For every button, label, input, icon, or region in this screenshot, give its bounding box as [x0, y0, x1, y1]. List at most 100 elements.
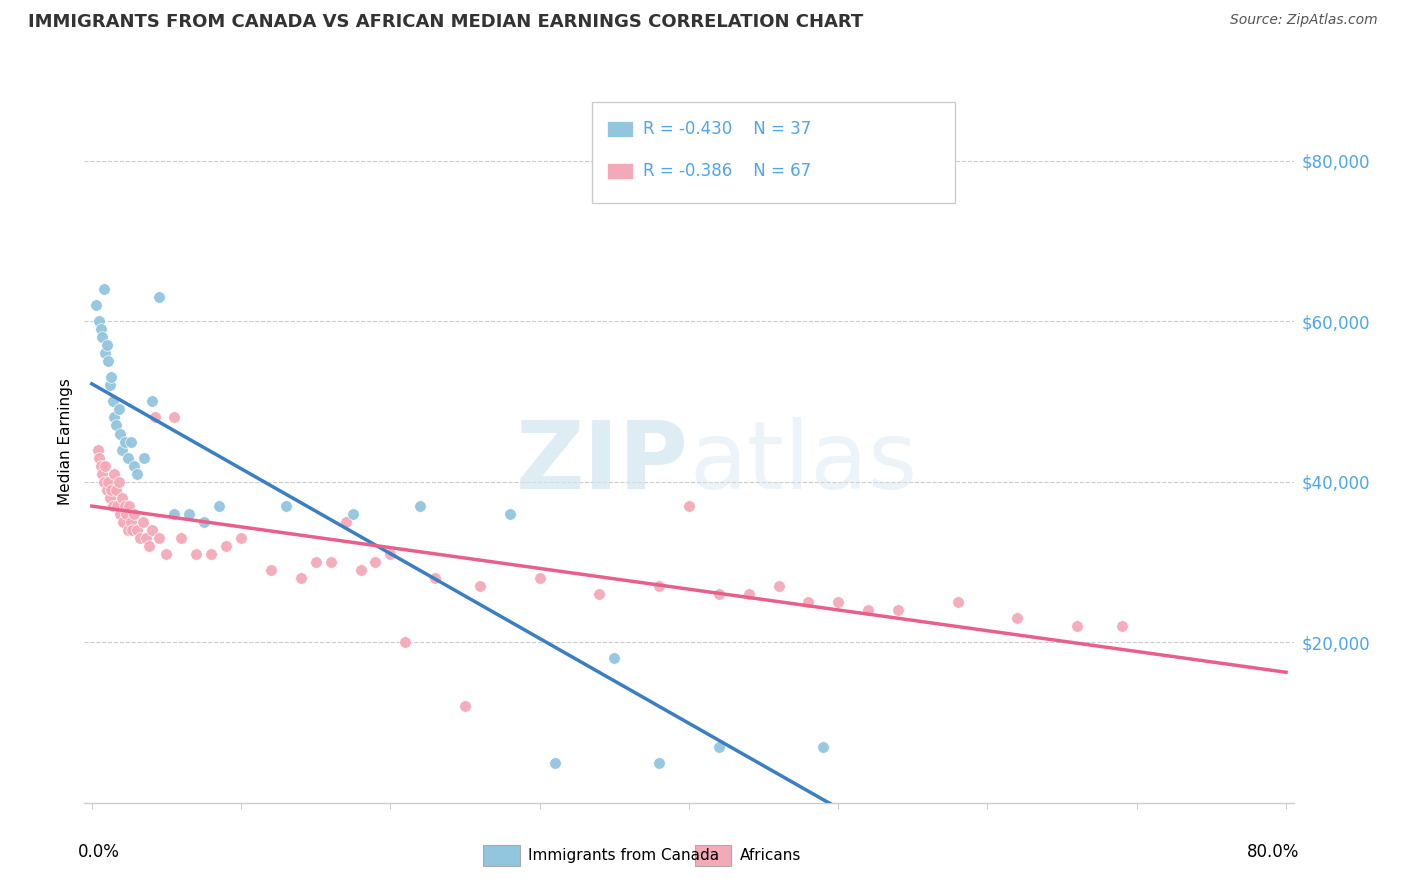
Point: [768, 579, 790, 593]
Point: [141, 394, 163, 409]
Point: [319, 555, 342, 569]
Text: R = -0.386    N = 67: R = -0.386 N = 67: [643, 161, 811, 179]
Point: [111, 491, 134, 505]
Point: [143, 410, 166, 425]
Point: [135, 531, 157, 545]
Point: [100, 483, 122, 497]
Point: [121, 523, 143, 537]
Point: [120, 515, 142, 529]
Point: [131, 515, 153, 529]
Point: [148, 531, 170, 545]
Point: [887, 603, 910, 617]
Point: [425, 571, 447, 585]
Point: [107, 402, 129, 417]
Point: [114, 434, 136, 449]
Point: [349, 563, 371, 577]
Point: [98, 378, 121, 392]
Point: [111, 442, 134, 457]
Point: [93, 282, 115, 296]
Point: [91, 467, 114, 481]
Point: [707, 739, 730, 754]
Point: [128, 531, 150, 545]
Point: [380, 547, 402, 561]
Bar: [484, 845, 520, 866]
Point: [163, 410, 186, 425]
Point: [112, 515, 135, 529]
Point: [138, 539, 160, 553]
Point: [108, 426, 131, 441]
Point: [120, 434, 142, 449]
Point: [125, 523, 148, 537]
Point: [588, 587, 610, 601]
Point: [96, 483, 118, 497]
Point: [91, 330, 114, 344]
Point: [107, 475, 129, 489]
Point: [260, 563, 283, 577]
Point: [215, 539, 238, 553]
Point: [274, 499, 297, 513]
Point: [97, 354, 120, 368]
Point: [335, 515, 357, 529]
Point: [648, 579, 671, 593]
Point: [856, 603, 879, 617]
Point: [89, 314, 111, 328]
Point: [193, 515, 215, 529]
Point: [93, 475, 115, 489]
Point: [737, 587, 759, 601]
Point: [122, 507, 145, 521]
Point: [118, 499, 141, 513]
Point: [125, 467, 148, 481]
Point: [101, 394, 124, 409]
Point: [87, 442, 110, 457]
Point: [90, 458, 112, 473]
Point: [115, 507, 138, 521]
Point: [529, 571, 551, 585]
Text: Immigrants from Canada: Immigrants from Canada: [529, 848, 720, 863]
Point: [797, 595, 820, 609]
Point: [290, 571, 312, 585]
Point: [105, 499, 128, 513]
Point: [117, 450, 139, 465]
Point: [141, 523, 163, 537]
Point: [101, 499, 124, 513]
Text: IMMIGRANTS FROM CANADA VS AFRICAN MEDIAN EARNINGS CORRELATION CHART: IMMIGRANTS FROM CANADA VS AFRICAN MEDIAN…: [28, 13, 863, 31]
Text: atlas: atlas: [689, 417, 917, 509]
Point: [208, 499, 231, 513]
Point: [364, 555, 387, 569]
Point: [1066, 619, 1088, 633]
Y-axis label: Median Earnings: Median Earnings: [58, 378, 73, 505]
Point: [96, 338, 118, 352]
Point: [148, 290, 170, 304]
Point: [104, 418, 127, 433]
Point: [90, 322, 112, 336]
Point: [305, 555, 328, 569]
Point: [342, 507, 364, 521]
Point: [200, 547, 222, 561]
Point: [603, 651, 626, 665]
Point: [454, 699, 477, 714]
Point: [122, 458, 145, 473]
Point: [177, 507, 200, 521]
Point: [103, 410, 125, 425]
Point: [104, 483, 127, 497]
Point: [103, 467, 125, 481]
Point: [394, 635, 416, 649]
Point: [707, 587, 730, 601]
Point: [186, 547, 208, 561]
Point: [94, 458, 117, 473]
Bar: [607, 121, 633, 137]
Text: 0.0%: 0.0%: [79, 843, 120, 861]
Point: [543, 756, 565, 770]
Point: [468, 579, 491, 593]
Point: [946, 595, 969, 609]
Point: [132, 450, 155, 465]
Point: [108, 507, 131, 521]
Bar: [695, 845, 731, 866]
Point: [499, 507, 522, 521]
Point: [94, 346, 117, 360]
Point: [827, 595, 849, 609]
Text: ZIP: ZIP: [516, 417, 689, 509]
Bar: [607, 162, 633, 178]
Point: [97, 475, 120, 489]
Point: [117, 523, 139, 537]
